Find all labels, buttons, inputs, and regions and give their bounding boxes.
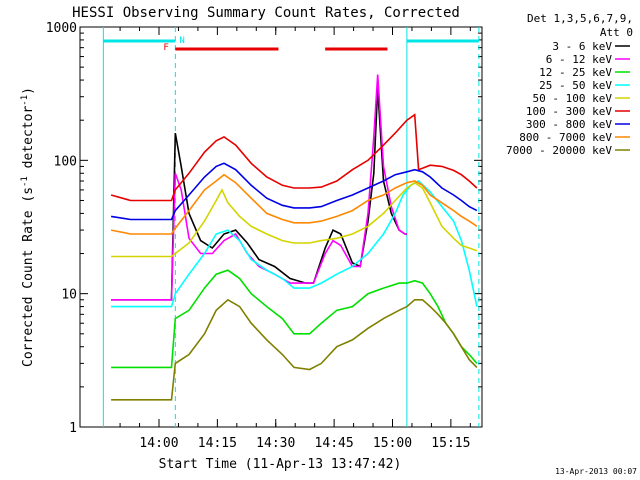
legend-label: 50 - 100 keV — [533, 92, 613, 105]
x-tick-label: 14:00 — [139, 436, 178, 451]
y-tick-label: 10 — [61, 288, 77, 303]
flare-flag-label: F — [163, 43, 168, 53]
series-line-6 — [110, 162, 478, 221]
plot-frame — [79, 26, 483, 428]
legend-label: 12 - 25 keV — [539, 66, 612, 79]
series-line-8 — [111, 298, 478, 401]
x-axis-ticks: 14:00 14:15 14:30 14:45 15:00 15:15 — [119, 27, 471, 451]
legend-label: 7000 - 20000 keV — [506, 144, 612, 157]
x-tick-label: 15:15 — [431, 436, 470, 451]
y-axis-ticks: 1 10 100 1000 — [46, 21, 482, 436]
y-tick-label: 1000 — [46, 21, 77, 36]
series-line-4 — [111, 181, 478, 258]
x-tick-label: 15:00 — [373, 436, 412, 451]
plot-timestamp: 13-Apr-2013 00:07 — [555, 467, 637, 476]
legend-label: 300 - 800 keV — [526, 118, 612, 131]
x-tick-label: 14:30 — [256, 436, 295, 451]
y-tick-label: 1 — [69, 421, 77, 436]
y-tick-label: 100 — [54, 154, 77, 169]
flag-bars: FN — [102, 27, 480, 427]
legend-header-line-1: Det 1,3,5,6,7,9, — [527, 12, 633, 25]
x-axis-label: Start Time (11-Apr-13 13:47:42) — [159, 457, 402, 472]
series-line-2 — [111, 269, 478, 369]
legend-label: 3 - 6 keV — [552, 40, 612, 53]
chart-title: HESSI Observing Summary Count Rates, Cor… — [72, 5, 460, 21]
night-flag-label: N — [179, 36, 184, 46]
x-tick-label: 14:45 — [315, 436, 354, 451]
x-tick-label: 14:15 — [198, 436, 237, 451]
legend-label: 25 - 50 keV — [539, 79, 612, 92]
series-line-0 — [111, 87, 407, 301]
legend-label: 100 - 300 keV — [526, 105, 612, 118]
legend-label: 800 - 7000 keV — [519, 131, 612, 144]
legend-header-line-2: Att 0 — [600, 26, 633, 39]
series-line-7 — [110, 173, 478, 235]
legend-label: 6 - 12 keV — [546, 53, 613, 66]
series-lines — [110, 74, 478, 401]
y-axis-label: Corrected Count Rate (s-1 detector-1) — [20, 87, 36, 367]
series-line-1 — [111, 74, 407, 301]
series-line-5 — [110, 113, 478, 202]
